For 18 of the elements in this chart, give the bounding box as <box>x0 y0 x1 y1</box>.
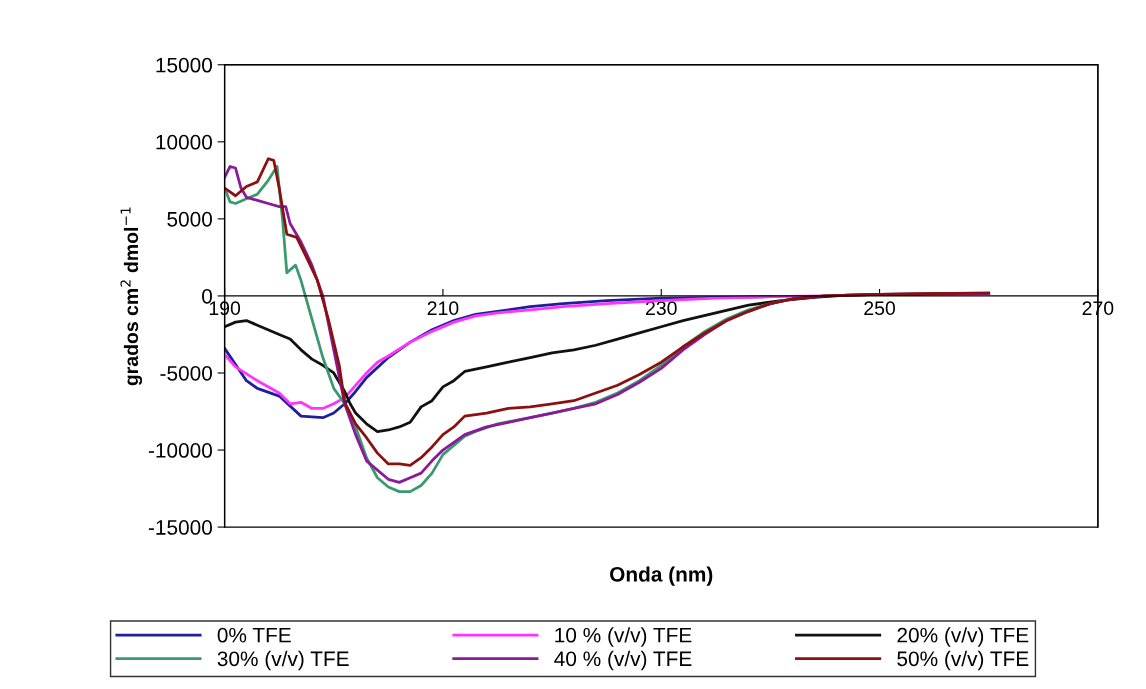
legend-label: 20% (v/v) TFE <box>897 627 1029 647</box>
x-tick-label: 230 <box>646 301 677 316</box>
legend-label: 10 % (v/v) TFE <box>555 627 692 647</box>
y-tick-label: -10000 <box>148 443 212 458</box>
x-tick-label: 250 <box>864 301 896 316</box>
y-tick-label: 10000 <box>156 134 212 150</box>
y-tick-label: -5000 <box>160 365 212 381</box>
legend-label: 40 % (v/v) TFE <box>554 650 692 671</box>
legend-label: 30% (v/v) TFE <box>217 650 349 671</box>
x-tick-label: 210 <box>427 301 459 316</box>
y-tick-label: -15000 <box>148 520 212 535</box>
legend-label: 50% (v/v) TFE <box>897 650 1029 671</box>
y-tick-label: 5000 <box>167 211 212 227</box>
legend-label: 0% TFE <box>217 627 291 643</box>
x-axis-title: Onda (nm) <box>610 566 713 586</box>
y-tick-label: 0 <box>202 288 212 304</box>
y-tick-label: 15000 <box>156 57 212 73</box>
y-axis-title: grados cm$^{2}$ dmol$^{−1}$ <box>120 207 143 386</box>
